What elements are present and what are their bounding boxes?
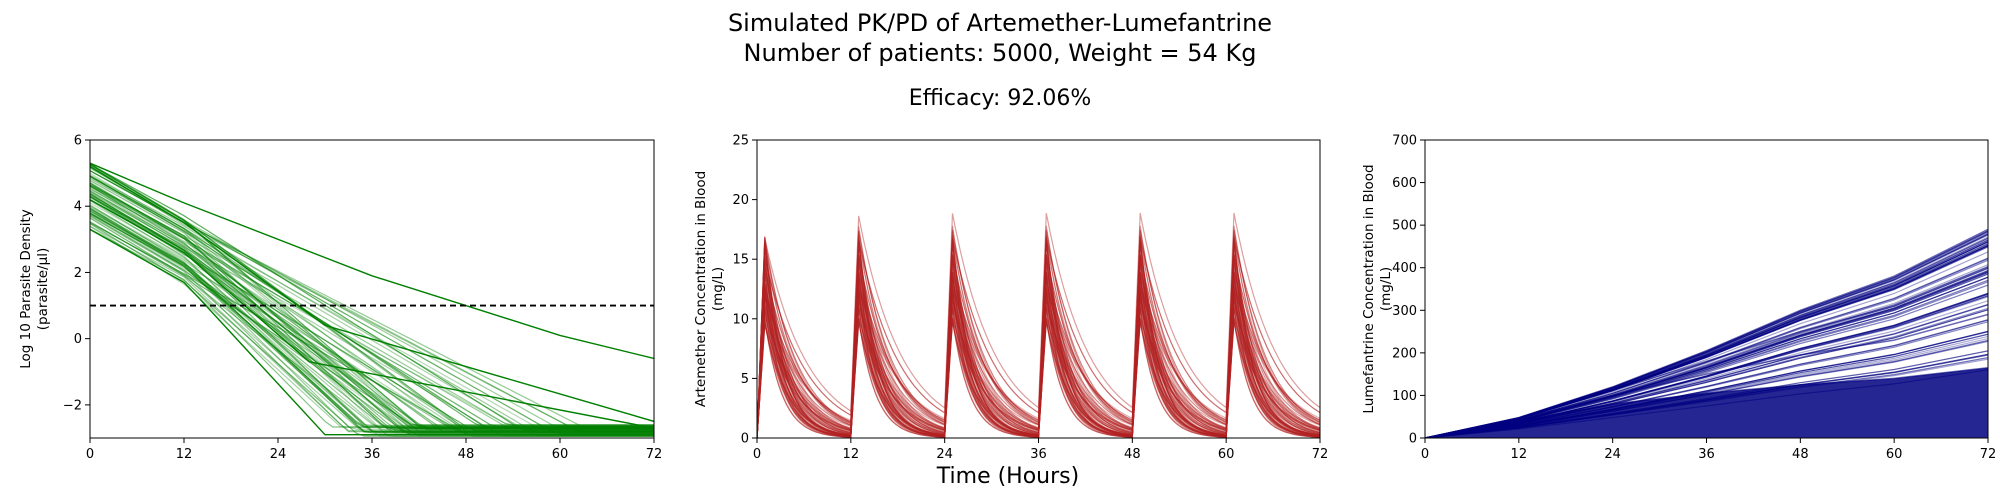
parasite-curve bbox=[90, 221, 654, 428]
subplot-3: 0 12 24 36 48 60 72 0 100 200 300 400 500 600 700 Lumef… bbox=[1361, 134, 1996, 463]
x-tick-label: 36 bbox=[1698, 447, 1715, 462]
parasite-curve bbox=[90, 208, 654, 430]
parasite-series bbox=[90, 198, 654, 429]
y-tick-label: 200 bbox=[1392, 346, 1417, 361]
parasite-curve bbox=[90, 170, 654, 435]
artemether-curve bbox=[757, 229, 1320, 438]
y-tick-label: 5 bbox=[741, 372, 749, 387]
x-tick-label: 48 bbox=[1792, 447, 1809, 462]
artemether-curve bbox=[757, 321, 1320, 438]
lumefantrine-series bbox=[1425, 313, 1988, 438]
x-tick-label: 60 bbox=[552, 447, 569, 462]
y-tick-label: −2 bbox=[63, 398, 82, 413]
lumefantrine-series bbox=[1425, 367, 1988, 438]
x-tick-label: 48 bbox=[458, 447, 475, 462]
artemether-curve bbox=[757, 241, 1320, 438]
x-tick-label: 0 bbox=[86, 447, 94, 462]
title-line-2: Number of patients: 5000, Weight = 54 Kg bbox=[743, 39, 1257, 67]
parasite-curve bbox=[90, 172, 654, 431]
x-tick-label: 24 bbox=[936, 447, 953, 462]
y-axis-label: Lumefantrine Concentration in Blood(mg/L… bbox=[1361, 164, 1394, 413]
parasite-curve bbox=[90, 163, 654, 430]
parasite-curve bbox=[90, 163, 654, 431]
x-tick-label: 72 bbox=[1980, 447, 1997, 462]
parasite-series bbox=[90, 228, 654, 436]
parasite-curve bbox=[90, 177, 654, 431]
parasite-series bbox=[90, 162, 654, 360]
x-tick-label: 0 bbox=[753, 447, 761, 462]
y-tick-label: 10 bbox=[732, 312, 749, 327]
x-tick-label: 0 bbox=[1421, 447, 1429, 462]
x-tick-label: 60 bbox=[1886, 447, 1903, 462]
parasite-curve bbox=[90, 223, 654, 437]
parasite-curve bbox=[90, 187, 654, 437]
lumefantrine-band bbox=[1425, 367, 1988, 438]
series-group bbox=[90, 162, 654, 437]
title-line-1: Simulated PK/PD of Artemether-Lumefantri… bbox=[727, 9, 1273, 37]
x-tick-label: 36 bbox=[364, 447, 381, 462]
parasite-curve bbox=[90, 195, 654, 434]
x-tick-label: 60 bbox=[1218, 447, 1235, 462]
parasite-curve bbox=[90, 217, 654, 426]
x-tick-label: 48 bbox=[1124, 447, 1141, 462]
artemether-curve bbox=[757, 271, 1320, 438]
y-tick-label: 700 bbox=[1392, 134, 1417, 149]
x-axis-label: Time (Hours) bbox=[936, 464, 1079, 489]
parasite-curve bbox=[90, 166, 654, 433]
series-group bbox=[757, 212, 1320, 438]
y-tick-label: 100 bbox=[1392, 389, 1417, 404]
artemether-curve bbox=[757, 262, 1320, 438]
series-group bbox=[1425, 228, 1988, 438]
figure-title: Simulated PK/PD of Artemether-Lumefantri… bbox=[0, 8, 2000, 68]
y-tick-label: 0 bbox=[741, 432, 749, 447]
parasite-curve bbox=[90, 184, 654, 426]
parasite-curve bbox=[90, 214, 654, 434]
parasite-series bbox=[90, 165, 654, 423]
parasite-curve bbox=[90, 206, 654, 437]
y-tick-label: 0 bbox=[1409, 432, 1417, 447]
parasite-curve bbox=[90, 163, 654, 433]
subplot-2: 0 12 24 36 48 60 72 0 5 10 15 20 25 Artemether Concen… bbox=[693, 134, 1328, 463]
y-tick-label: 25 bbox=[732, 134, 749, 149]
y-tick-label: 15 bbox=[732, 253, 749, 268]
x-tick-label: 12 bbox=[176, 447, 193, 462]
y-axis-label-line-2: (mg/L) bbox=[710, 267, 726, 311]
parasite-curve bbox=[90, 209, 654, 426]
parasite-curve bbox=[90, 205, 654, 434]
parasite-curve bbox=[90, 199, 654, 432]
lumefantrine-series bbox=[1425, 228, 1988, 438]
y-axis-label-line-2: (parasite/µl) bbox=[35, 248, 51, 330]
y-axis-label-line-2: (mg/L) bbox=[1378, 267, 1394, 311]
y-axis-label-line-1: Lumefantrine Concentration in Blood bbox=[1361, 164, 1377, 413]
parasite-curve bbox=[90, 164, 654, 428]
x-tick-label: 12 bbox=[843, 447, 860, 462]
y-tick-label: 4 bbox=[74, 200, 82, 215]
lumefantrine-series bbox=[1425, 267, 1988, 438]
y-tick-label: 20 bbox=[732, 193, 749, 208]
y-tick-label: 2 bbox=[74, 266, 82, 281]
y-axis-label-line-1: Log 10 Parasite Density bbox=[18, 209, 34, 369]
x-tick-label: 12 bbox=[1511, 447, 1528, 462]
x-tick-label: 24 bbox=[270, 447, 287, 462]
y-tick-label: 400 bbox=[1392, 261, 1417, 276]
x-tick-label: 36 bbox=[1030, 447, 1047, 462]
y-axis-label: Artemether Concentration in Blood(mg/L) bbox=[693, 171, 726, 407]
y-tick-label: 500 bbox=[1392, 219, 1417, 234]
efficacy-label: Efficacy: 92.06% bbox=[908, 86, 1092, 111]
x-tick-label: 72 bbox=[646, 447, 663, 462]
y-tick-label: 600 bbox=[1392, 176, 1417, 191]
x-tick-label: 72 bbox=[1312, 447, 1329, 462]
parasite-curve bbox=[90, 164, 654, 429]
x-tick-label: 24 bbox=[1604, 447, 1621, 462]
y-tick-label: 6 bbox=[74, 134, 82, 149]
y-axis-label: Log 10 Parasite Density(parasite/µl) bbox=[18, 209, 51, 369]
y-tick-label: 300 bbox=[1392, 304, 1417, 319]
parasite-curve bbox=[90, 185, 654, 428]
y-tick-label: 0 bbox=[74, 332, 82, 347]
y-axis-label-line-1: Artemether Concentration in Blood bbox=[693, 171, 709, 407]
